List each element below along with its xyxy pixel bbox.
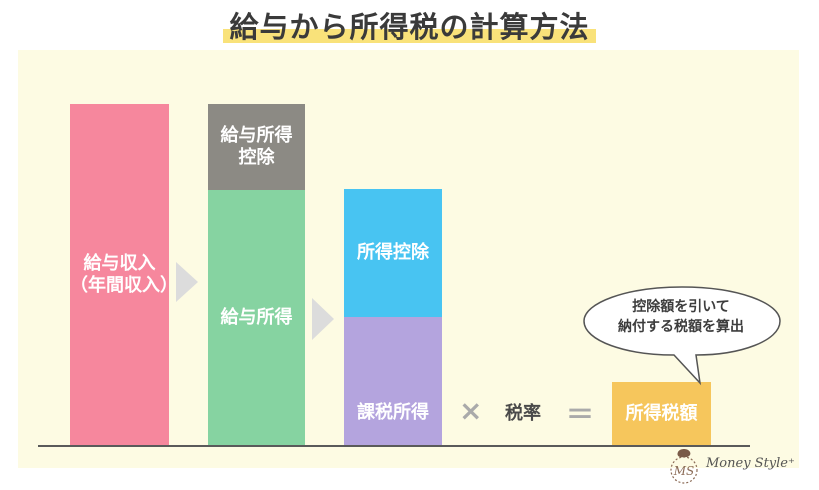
money-style-logo-text: Money Style⁺ <box>706 456 795 471</box>
multiply-icon: × <box>459 394 483 427</box>
income-tax-amount-block: 所得税額 <box>612 382 711 446</box>
equals-icon: ＝ <box>566 398 595 431</box>
title-area: 給与から所得税の計算方法 <box>0 8 819 46</box>
income-deduction-label: 所得控除 <box>357 242 429 263</box>
salary-income-label: 給与収入 （年間収入） <box>70 253 178 296</box>
baseline <box>38 445 750 447</box>
page-title: 給与から所得税の計算方法 <box>223 8 596 46</box>
income-deduction-block: 所得控除 <box>344 189 442 317</box>
speech-bubble-text: 控除額を引いて 納付する税額を算出 <box>618 299 744 335</box>
salary-deduction-block: 給与所得 控除 <box>208 104 305 190</box>
taxable-income-block: 課税所得 <box>344 317 442 446</box>
speech-bubble-icon <box>583 286 781 386</box>
salary-deduction-label: 給与所得 控除 <box>220 125 293 168</box>
income-tax-amount-label: 所得税額 <box>625 403 698 424</box>
right-arrow-icon <box>176 262 198 302</box>
salary-income-block: 給与収入 （年間収入） <box>70 104 178 446</box>
salary-earnings-block: 給与所得 <box>208 190 305 446</box>
money-style-logo-icon: MS <box>670 449 698 484</box>
tax-rate-label: 税率 <box>505 403 541 424</box>
right-arrow-icon <box>312 298 334 340</box>
taxable-income-label: 課税所得 <box>357 402 429 423</box>
salary-earnings-label: 給与所得 <box>220 307 293 328</box>
svg-text:MS: MS <box>673 464 695 478</box>
